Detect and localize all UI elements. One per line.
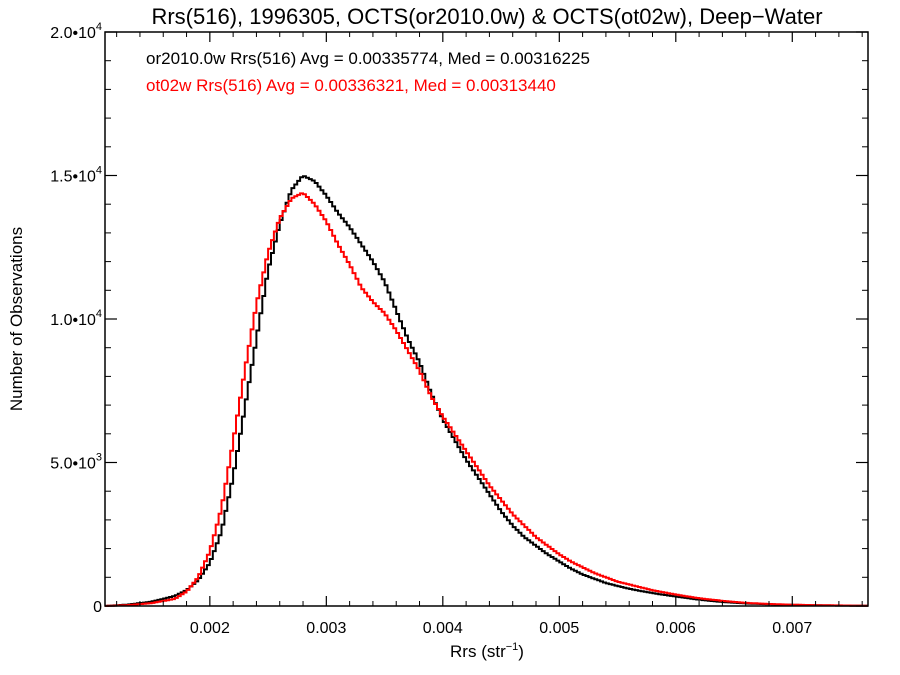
x-tick-label: 0.002 — [190, 620, 230, 637]
x-axis-label-suffix: ) — [518, 642, 524, 661]
ticks-layer: 0.002 0.003 0.004 0.005 0.006 0.007 0 5.0•103 1.… — [50, 21, 868, 637]
x-tick-label: 0.007 — [772, 620, 812, 637]
legend-entry-ot02w: ot02w Rrs(516) Avg = 0.00336321, Med = 0… — [146, 76, 556, 95]
y-tick-label: 1.0•104 — [50, 308, 102, 329]
series-line-or2010.0w — [105, 175, 868, 607]
y-axis-label: Number of Observations — [7, 227, 26, 411]
y-tick-label: 1.5•104 — [50, 165, 102, 186]
x-tick-label: 0.005 — [539, 620, 579, 637]
x-axis-label: Rrs (str−1) — [450, 641, 524, 661]
x-axis-label-exponent: −1 — [506, 641, 519, 653]
x-tick-label: 0.006 — [656, 620, 696, 637]
y-tick-label: 0 — [93, 599, 102, 616]
y-tick-label: 5.0•103 — [50, 452, 102, 473]
chart-title: Rrs(516), 1996305, OCTS(or2010.0w) & OCT… — [151, 4, 822, 29]
series-layer — [105, 175, 868, 607]
legend-entry-or2010: or2010.0w Rrs(516) Avg = 0.00335774, Med… — [146, 49, 590, 68]
series-line-ot02w — [105, 192, 868, 607]
x-axis-label-main: Rrs (str — [450, 642, 506, 661]
x-tick-label: 0.004 — [423, 620, 463, 637]
x-tick-label: 0.003 — [306, 620, 346, 637]
y-tick-label: 2.0•104 — [50, 21, 102, 42]
plot-frame — [104, 31, 869, 607]
